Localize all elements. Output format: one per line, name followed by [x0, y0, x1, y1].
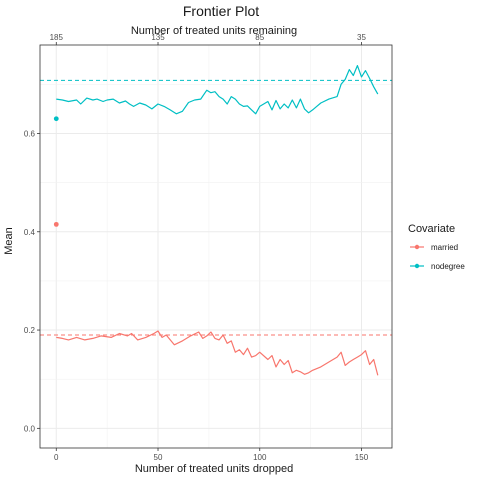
series-line-nodegree: [56, 64, 379, 115]
y-tick-label: 0.6: [24, 129, 36, 138]
series-line-married: [56, 330, 379, 376]
reference-lines: [40, 79, 392, 336]
panel-border: [39, 44, 393, 449]
x-tick-label: 150: [355, 453, 369, 462]
x2-tick-label: 185: [50, 33, 64, 42]
legend-item-nodegree: nodegree: [410, 262, 465, 271]
start-point-nodegree: [53, 116, 59, 122]
series-layer: [53, 64, 379, 376]
x-tick-label: 0: [54, 453, 59, 462]
grid: [40, 45, 392, 448]
legend-item-married: married: [410, 243, 458, 252]
start-point-married: [53, 221, 59, 227]
chart-title: Frontier Plot: [183, 3, 259, 19]
top-axis-title: Number of treated units remaining: [131, 25, 297, 37]
legend: Covariate married nodegree: [408, 223, 465, 271]
x-tick-label: 50: [154, 453, 163, 462]
x2-tick-label: 35: [357, 33, 366, 42]
axis-ticks: 0 50 100 150 185 135 85 35 0.0 0.2 0.4 0.6: [24, 33, 369, 462]
x-tick-label: 100: [253, 453, 267, 462]
y-tick-label: 0.2: [24, 326, 36, 335]
legend-label: nodegree: [431, 262, 465, 271]
legend-key-point: [414, 244, 420, 250]
y-tick-label: 0.4: [24, 228, 36, 237]
legend-label: married: [431, 243, 458, 252]
legend-items: married nodegree: [410, 243, 465, 271]
legend-title: Covariate: [408, 223, 455, 235]
y-axis-title: Mean: [3, 227, 15, 255]
bottom-axis-title: Number of treated units dropped: [135, 463, 293, 475]
y-tick-label: 0.0: [24, 424, 36, 433]
x2-tick-label: 85: [255, 33, 264, 42]
legend-key-point: [414, 263, 420, 269]
x2-tick-label: 135: [151, 33, 165, 42]
